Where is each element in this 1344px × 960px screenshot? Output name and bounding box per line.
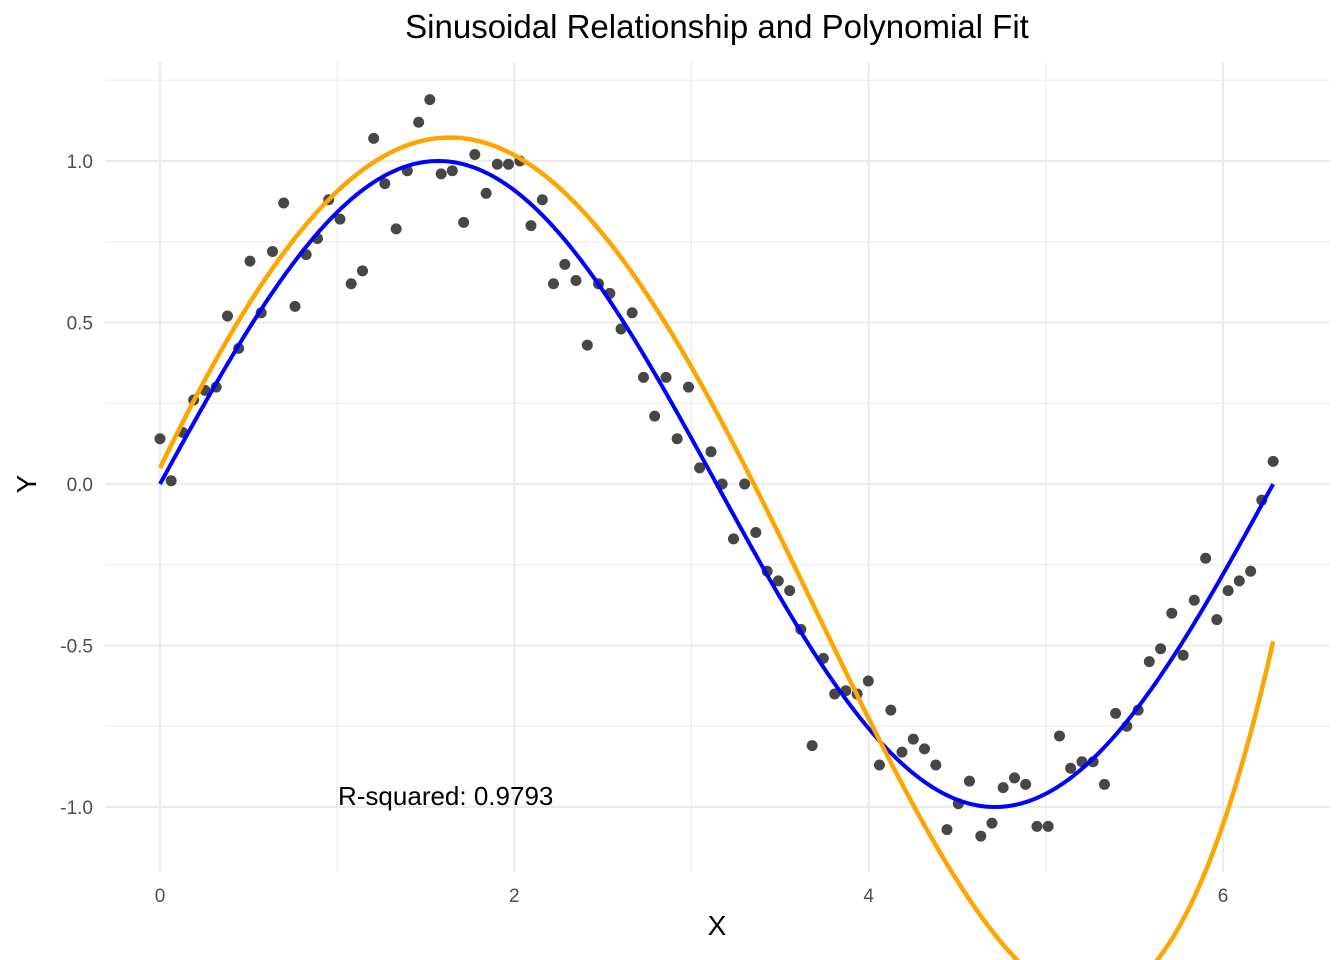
data-point: [829, 688, 841, 700]
data-point: [154, 433, 166, 445]
data-point: [784, 585, 796, 597]
data-point: [570, 275, 582, 287]
data-point: [1110, 707, 1122, 719]
data-point: [581, 339, 593, 351]
x-tick-label: 4: [863, 886, 874, 907]
data-point: [727, 533, 739, 545]
data-point: [660, 371, 672, 383]
data-point: [435, 168, 447, 180]
data-point: [368, 132, 380, 144]
data-point: [975, 830, 987, 842]
data-point: [547, 278, 559, 290]
data-point: [1020, 778, 1032, 790]
data-point: [559, 258, 571, 270]
data-point: [626, 307, 638, 319]
y-tick-label: 1.0: [67, 152, 93, 173]
x-tick-labels: 0 2 4 6: [155, 886, 1229, 907]
data-point: [1155, 643, 1167, 655]
data-point: [491, 158, 503, 170]
data-point: [165, 475, 177, 487]
y-tick-label: -1.0: [60, 798, 93, 819]
data-point: [502, 158, 514, 170]
data-point: [1008, 772, 1020, 784]
data-point: [278, 197, 290, 209]
data-point: [1031, 820, 1043, 832]
data-point: [963, 775, 975, 787]
data-point: [1166, 607, 1178, 619]
data-point: [772, 575, 784, 587]
data-point: [1098, 778, 1110, 790]
data-point: [424, 94, 436, 106]
r-squared-annotation: R-squared: 0.9793: [338, 781, 554, 811]
y-axis-label: Y: [11, 474, 42, 494]
data-point: [615, 323, 627, 335]
data-point: [885, 704, 897, 716]
grid-minor: [105, 62, 1330, 872]
data-point: [873, 759, 885, 771]
data-point: [1053, 730, 1065, 742]
data-point: [1177, 649, 1189, 661]
y-tick-labels: -1.0 -0.5 0.0 0.5 1.0: [60, 152, 93, 819]
data-point: [986, 817, 998, 829]
data-point: [244, 255, 256, 267]
data-point: [525, 220, 537, 232]
data-point: [1245, 565, 1257, 577]
data-point: [682, 381, 694, 393]
data-point: [379, 178, 391, 190]
chart-title: Sinusoidal Relationship and Polynomial F…: [405, 8, 1029, 45]
sine-curve: [158, 159, 1275, 809]
data-point: [289, 300, 301, 312]
data-point: [649, 410, 661, 422]
data-point: [413, 116, 425, 128]
data-point: [930, 759, 942, 771]
data-point: [806, 740, 818, 752]
data-point: [918, 743, 930, 755]
data-point: [997, 782, 1009, 794]
data-point: [480, 187, 492, 199]
x-tick-label: 2: [509, 886, 520, 907]
data-point: [750, 526, 762, 538]
y-tick-label: 0.5: [67, 314, 93, 335]
data-point: [1065, 762, 1077, 774]
data-point: [1222, 585, 1234, 597]
data-point: [637, 371, 649, 383]
data-point: [671, 433, 683, 445]
data-point: [862, 675, 874, 687]
data-point: [1233, 575, 1245, 587]
data-point: [469, 149, 481, 161]
data-point: [458, 216, 470, 228]
data-point: [907, 733, 919, 745]
data-point: [1200, 552, 1212, 564]
data-point: [941, 824, 953, 836]
data-point: [536, 194, 548, 206]
data-point: [705, 446, 717, 458]
data-point: [345, 278, 357, 290]
data-point: [357, 265, 369, 277]
data-point: [1042, 820, 1054, 832]
y-tick-label: 0.0: [67, 475, 93, 496]
data-point: [1143, 656, 1155, 668]
data-point: [1267, 455, 1279, 467]
data-point: [739, 478, 751, 490]
grid-major: [105, 62, 1330, 872]
data-point: [222, 310, 234, 322]
x-axis-label: X: [707, 910, 727, 941]
data-point: [267, 245, 279, 257]
data-point: [694, 462, 706, 474]
data-point: [1188, 594, 1200, 606]
polynomial-fit-curve: [157, 135, 1276, 960]
data-point: [896, 746, 908, 758]
data-point: [334, 213, 346, 225]
data-point: [390, 223, 402, 235]
y-tick-label: -0.5: [60, 637, 93, 658]
x-tick-label: 0: [155, 886, 166, 907]
x-tick-label: 6: [1218, 886, 1229, 907]
curves: [157, 135, 1276, 960]
data-point: [446, 165, 458, 177]
data-point: [1211, 614, 1223, 626]
